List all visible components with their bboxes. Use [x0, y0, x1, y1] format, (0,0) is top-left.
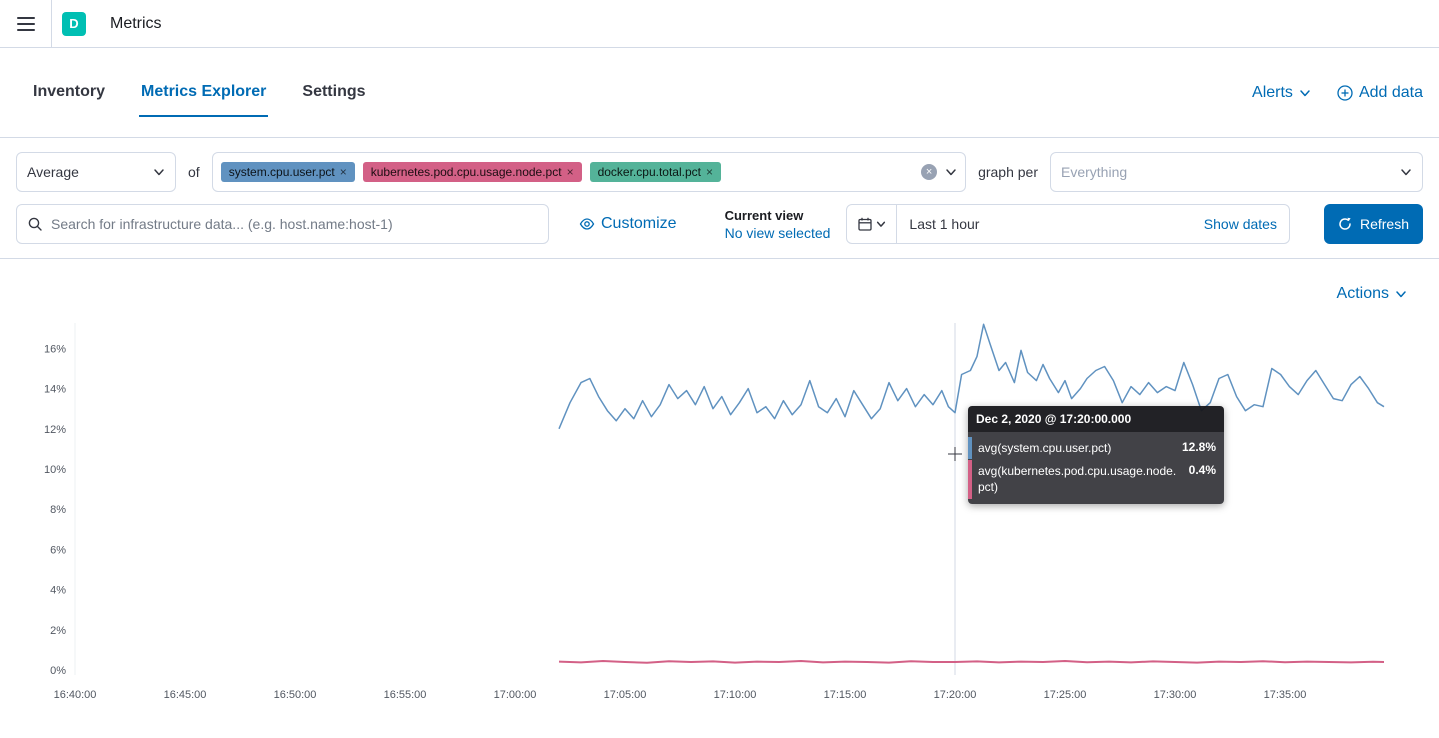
actions-label: Actions	[1336, 285, 1389, 302]
plus-circle-icon	[1337, 84, 1353, 101]
y-axis-tick-label: 10%	[44, 464, 66, 476]
chart-section: Actions 0% 2% 4% 6% 8% 10% 12% 14% 16% 16:40:00 16…	[0, 259, 1439, 738]
page-title: Metrics	[110, 14, 162, 32]
actions-dropdown[interactable]: Actions	[1337, 285, 1407, 303]
eye-icon	[579, 216, 595, 232]
y-axis-tick-label: 2%	[50, 625, 66, 637]
x-axis-tick-label: 17:00:00	[494, 689, 537, 701]
metric-pill[interactable]: kubernetes.pod.cpu.usage.node.pct ×	[362, 162, 582, 182]
search-icon	[27, 216, 43, 232]
current-view-title: Current view	[724, 207, 804, 223]
alerts-dropdown[interactable]: Alerts	[1252, 84, 1311, 102]
tooltip-series-label: avg(kubernetes.pod.cpu.usage.node.pct)	[978, 464, 1177, 495]
x-axis-tick-label: 16:55:00	[384, 689, 427, 701]
clear-metrics-icon[interactable]: ×	[921, 164, 938, 180]
remove-metric-icon[interactable]: ×	[339, 165, 347, 179]
x-axis-tick-label: 17:20:00	[934, 689, 977, 701]
current-view-block: Current view No view selected	[725, 208, 831, 241]
y-axis-tick-label: 6%	[50, 544, 66, 556]
metric-pill-label: docker.cpu.total.pct	[597, 165, 701, 179]
x-axis-tick-label: 17:30:00	[1154, 689, 1197, 701]
metrics-chart-svg[interactable]: 0% 2% 4% 6% 8% 10% 12% 14% 16% 16:40:00 16:45:00 16…	[0, 313, 1439, 738]
search-row: Customize Current view No view selected …	[16, 204, 1423, 244]
tooltip-body: avg(system.cpu.user.pct) 12.8% avg(kuberne…	[968, 432, 1224, 504]
metric-pill-label: kubernetes.pod.cpu.usage.node.pct	[370, 165, 562, 179]
chevron-down-icon	[1395, 288, 1407, 300]
nav-right: Alerts Add data	[1252, 84, 1423, 102]
chevron-down-icon	[1299, 87, 1311, 99]
remove-metric-icon[interactable]: ×	[705, 165, 713, 179]
refresh-button[interactable]: Refresh	[1323, 204, 1423, 244]
search-input[interactable]	[51, 216, 538, 232]
add-data-label: Add data	[1358, 83, 1423, 101]
y-axis-tick-label: 12%	[44, 424, 66, 436]
date-picker: Last 1 hour Show dates	[846, 204, 1290, 244]
remove-metric-icon[interactable]: ×	[566, 165, 574, 179]
quick-select-button[interactable]	[847, 205, 898, 243]
tooltip-timestamp: Dec 2, 2020 @ 17:20:00.000	[968, 406, 1224, 432]
time-range-value[interactable]: Last 1 hour	[909, 216, 980, 232]
x-axis-tick-label: 17:10:00	[714, 689, 757, 701]
tabs: Inventory Metrics Explorer Settings	[31, 69, 368, 117]
customize-button[interactable]: Customize	[579, 215, 677, 233]
x-axis-tick-label: 16:45:00	[164, 689, 207, 701]
metric-pill[interactable]: docker.cpu.total.pct ×	[589, 162, 721, 182]
x-axis-tick-label: 17:15:00	[824, 689, 867, 701]
chevron-down-icon	[876, 219, 886, 229]
x-axis-tick-label: 16:50:00	[274, 689, 317, 701]
calendar-icon	[857, 216, 873, 232]
hamburger-icon	[16, 16, 35, 31]
nav-row: Inventory Metrics Explorer Settings Alerts…	[0, 48, 1439, 138]
add-data-link[interactable]: Add data	[1337, 84, 1423, 102]
x-axis-tick-label: 17:25:00	[1044, 689, 1087, 701]
tooltip-series-label: avg(system.cpu.user.pct)	[978, 441, 1112, 455]
tooltip-row: avg(kubernetes.pod.cpu.usage.node.pct) 0.…	[968, 460, 1224, 499]
series-line-1	[558, 660, 1385, 664]
y-axis-tick-label: 16%	[44, 343, 66, 355]
metric-pill[interactable]: system.cpu.user.pct ×	[220, 162, 355, 182]
current-view-link[interactable]: No view selected	[724, 224, 831, 241]
top-header: D Metrics	[0, 0, 1439, 48]
metric-pill-list: system.cpu.user.pct × kubernetes.pod.cpu.u…	[220, 162, 721, 182]
aggregation-value: Average	[27, 164, 79, 180]
chevron-down-icon	[1400, 166, 1412, 178]
graph-per-select[interactable]: Everything	[1050, 152, 1423, 192]
metrics-combobox[interactable]: system.cpu.user.pct × kubernetes.pod.cpu.u…	[211, 152, 967, 192]
alerts-label: Alerts	[1252, 83, 1293, 101]
chevron-down-icon	[153, 166, 165, 178]
tab-metrics-explorer[interactable]: Metrics Explorer	[139, 69, 269, 117]
y-axis-tick-label: 0%	[50, 665, 66, 677]
search-field	[16, 204, 549, 244]
chart-tooltip: Dec 2, 2020 @ 17:20:00.000 avg(system.cp…	[968, 406, 1224, 504]
aggregation-select[interactable]: Average	[16, 152, 176, 192]
x-axis-tick-label: 17:35:00	[1264, 689, 1307, 701]
toolbar: Average of system.cpu.user.pct × kubernete…	[0, 138, 1439, 259]
series-line-0	[558, 323, 1385, 430]
combo-controls: ×	[921, 164, 957, 180]
y-axis-tick-label: 8%	[50, 504, 66, 516]
menu-button[interactable]	[0, 0, 52, 48]
chart-area[interactable]: 0% 2% 4% 6% 8% 10% 12% 14% 16% 16:40:00 16:45:00 16…	[0, 313, 1439, 738]
tab-inventory[interactable]: Inventory	[33, 82, 106, 100]
metric-config-row: Average of system.cpu.user.pct × kubernete…	[16, 152, 1423, 192]
y-axis-tick-label: 4%	[50, 585, 66, 597]
space-avatar[interactable]: D	[62, 11, 86, 36]
graph-per-value: Everything	[1061, 164, 1128, 180]
refresh-icon	[1338, 217, 1352, 231]
of-label: of	[188, 164, 200, 180]
tooltip-series-value: 0.4%	[1188, 463, 1216, 478]
tooltip-series-value: 12.8%	[1181, 440, 1216, 454]
tooltip-row: avg(system.cpu.user.pct) 12.8%	[968, 437, 1224, 460]
tab-settings[interactable]: Settings	[302, 82, 366, 100]
y-axis-tick-label: 14%	[44, 384, 66, 396]
customize-label: Customize	[601, 215, 677, 232]
chevron-down-icon[interactable]	[945, 166, 957, 178]
metric-pill-label: system.cpu.user.pct	[228, 165, 335, 179]
x-axis-tick-label: 16:40:00	[54, 689, 97, 701]
refresh-label: Refresh	[1359, 216, 1409, 232]
x-axis-tick-label: 17:05:00	[604, 689, 647, 701]
graph-per-label: graph per	[978, 164, 1038, 180]
show-dates-link[interactable]: Show dates	[1203, 216, 1277, 232]
